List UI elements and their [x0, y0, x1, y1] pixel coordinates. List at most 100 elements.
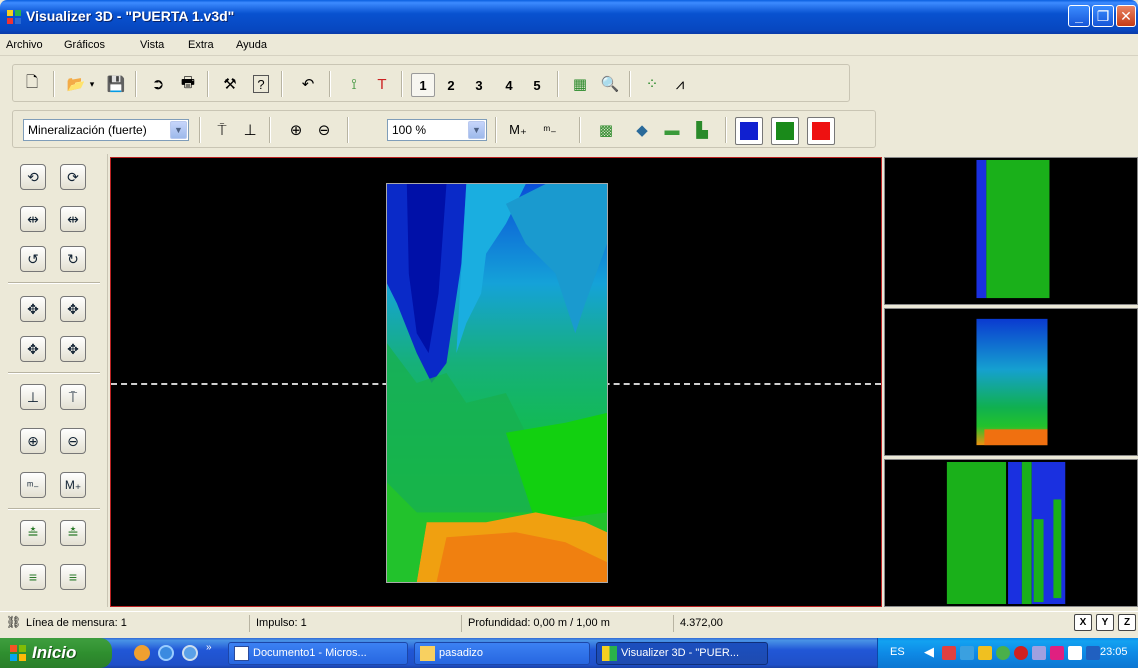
menu-vista[interactable]: Vista — [140, 39, 165, 51]
rotate-y-left-icon[interactable]: ⇹ — [20, 206, 46, 232]
color-blue-button[interactable] — [735, 117, 763, 145]
task-visualizer[interactable]: Visualizer 3D - "PUER... — [596, 642, 768, 665]
task-pasadizo[interactable]: pasadizo — [414, 642, 590, 665]
surface-icon[interactable]: ◆ — [636, 122, 648, 139]
move-down-icon[interactable]: ⊥ — [243, 122, 257, 139]
tray-app-icon[interactable] — [1032, 646, 1046, 660]
tools-icon[interactable]: ⚒ — [223, 76, 237, 93]
max-plus-icon[interactable]: M₊ — [509, 122, 527, 137]
axis-x-button[interactable]: X — [1074, 614, 1092, 631]
min-minus-icon[interactable]: ᵐ₋ — [20, 472, 46, 498]
grid-icon[interactable]: ▦ — [572, 76, 588, 93]
maximize-button[interactable]: ❐ — [1092, 5, 1114, 27]
firefox-icon[interactable] — [134, 645, 150, 661]
menu-graficos[interactable]: Gráficos — [64, 39, 105, 51]
ie-icon[interactable] — [158, 645, 174, 661]
rotate-z-right-icon[interactable]: ↻ — [60, 246, 86, 272]
move-icon[interactable]: ✥ — [20, 296, 46, 322]
rotate-z-left-icon[interactable]: ↺ — [20, 246, 46, 272]
open-dropdown-icon[interactable]: ▾ — [89, 78, 95, 89]
main-viewport[interactable] — [110, 157, 882, 607]
volume-icon[interactable] — [1068, 646, 1082, 660]
undo-icon[interactable]: ↶ — [301, 76, 315, 93]
tray-app-icon[interactable] — [1050, 646, 1064, 660]
language-indicator[interactable]: ES — [890, 646, 905, 658]
separator — [281, 71, 283, 97]
close-button[interactable]: ✕ — [1116, 5, 1136, 27]
menu-ayuda[interactable]: Ayuda — [236, 39, 267, 51]
graph-tools-icon[interactable]: ⟟ — [351, 75, 357, 93]
preview-middle[interactable] — [884, 308, 1138, 456]
map-icon[interactable]: ▩ — [598, 122, 614, 139]
ie2-icon[interactable] — [182, 645, 198, 661]
separator — [557, 71, 559, 97]
tray-app-icon[interactable] — [1086, 646, 1100, 660]
separator — [725, 117, 727, 143]
new-file-icon[interactable]: 🗋 — [25, 73, 39, 91]
rotate-x-right-icon[interactable]: ⟳ — [60, 164, 86, 190]
move-icon[interactable]: ✥ — [20, 336, 46, 362]
zoom-out-icon[interactable]: ⊖ — [317, 122, 331, 139]
color-green-button[interactable] — [771, 117, 799, 145]
move-icon[interactable]: ✥ — [60, 336, 86, 362]
rotate-x-left-icon[interactable]: ⟲ — [20, 164, 46, 190]
align-left-icon[interactable]: ≡ — [20, 564, 46, 590]
separator — [8, 508, 100, 510]
minimize-button[interactable]: _ — [1068, 5, 1090, 27]
min-minus-icon[interactable]: ᵐ₋ — [543, 123, 557, 137]
view-3-button[interactable]: 3 — [475, 77, 483, 93]
scatter-icon[interactable]: ⁘ — [645, 76, 659, 93]
zoom-out-icon[interactable]: ⊖ — [60, 428, 86, 454]
print-icon[interactable]: 🖶 — [180, 73, 196, 91]
move-icon[interactable]: ✥ — [60, 296, 86, 322]
color-swatch — [776, 122, 794, 140]
view-2-button[interactable]: 2 — [447, 77, 455, 93]
network-icon[interactable] — [942, 646, 956, 660]
menu-archivo[interactable]: Archivo — [6, 39, 43, 51]
probe-icon[interactable]: T — [377, 75, 387, 93]
layer-icon[interactable]: ▬ — [664, 121, 680, 139]
color-red-button[interactable] — [807, 117, 835, 145]
preview-top[interactable] — [884, 157, 1138, 305]
tray-app-icon[interactable] — [978, 646, 992, 660]
mode-select[interactable]: Mineralización (fuerte) ▼ — [23, 119, 189, 141]
open-folder-icon[interactable]: 📂 — [66, 76, 86, 93]
tray-arrow-icon[interactable]: ◀ — [924, 644, 934, 659]
start-button[interactable]: Inicio — [0, 638, 112, 668]
task-documento1[interactable]: Documento1 - Micros... — [228, 642, 408, 665]
move-up-icon[interactable]: ⍑ — [60, 384, 86, 410]
help-icon[interactable]: ? — [253, 75, 269, 93]
export-icon[interactable]: ➲ — [151, 76, 165, 93]
terrain-icon[interactable]: ▙ — [696, 122, 708, 139]
max-plus-icon[interactable]: M₊ — [60, 472, 86, 498]
align-center-icon[interactable]: ≛ — [20, 520, 46, 546]
menu-extra[interactable]: Extra — [188, 39, 214, 51]
chevron-down-icon: ▼ — [170, 121, 187, 139]
save-icon[interactable]: 💾 — [106, 76, 126, 93]
status-linea: Línea de mensura: 1 — [22, 615, 250, 632]
axis-y-button[interactable]: Y — [1096, 614, 1114, 631]
app-icon — [7, 10, 21, 24]
separator — [8, 372, 100, 374]
tray-app-icon[interactable] — [1014, 646, 1028, 660]
tray-app-icon[interactable] — [960, 646, 974, 660]
bluetooth-icon[interactable] — [996, 646, 1010, 660]
axis-z-button[interactable]: Z — [1118, 614, 1136, 631]
line-chart-icon[interactable]: ⩘ — [675, 75, 685, 93]
preview-bottom[interactable] — [884, 459, 1138, 607]
move-down-icon[interactable]: ⊥ — [20, 384, 46, 410]
align-right-icon[interactable]: ≛ — [60, 520, 86, 546]
zoom-in-icon[interactable]: ⊕ — [20, 428, 46, 454]
clock[interactable]: 23:05 — [1100, 646, 1128, 658]
expand-icon[interactable]: » — [206, 642, 212, 653]
view-5-button[interactable]: 5 — [533, 77, 541, 93]
move-up-icon[interactable]: ⍑ — [217, 121, 227, 139]
zoom-window-icon[interactable]: 🔍 — [600, 76, 620, 93]
rotate-y-right-icon[interactable]: ⇹ — [60, 206, 86, 232]
align-bottom-icon[interactable]: ≡ — [60, 564, 86, 590]
restore-icon: ❐ — [1096, 7, 1110, 24]
zoom-select[interactable]: 100 % ▼ — [387, 119, 487, 141]
view-1-button[interactable]: 1 — [411, 73, 435, 97]
view-4-button[interactable]: 4 — [505, 77, 513, 93]
zoom-in-icon[interactable]: ⊕ — [289, 122, 303, 139]
